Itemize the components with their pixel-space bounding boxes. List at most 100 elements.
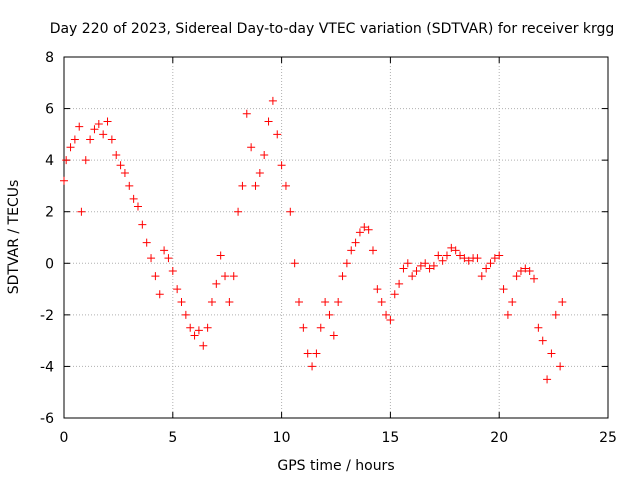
data-point xyxy=(538,336,547,345)
data-point xyxy=(456,251,465,260)
data-point xyxy=(512,272,521,281)
data-point xyxy=(103,117,112,126)
data-point xyxy=(234,207,243,216)
chart-title: Day 220 of 2023, Sidereal Day-to-day VTE… xyxy=(50,21,615,37)
y-tick-label: 0 xyxy=(45,256,54,272)
data-point xyxy=(438,256,447,265)
data-point xyxy=(203,323,212,332)
x-tick-label: 15 xyxy=(381,430,399,446)
data-point xyxy=(442,251,451,260)
data-point xyxy=(521,264,530,273)
data-point xyxy=(516,267,525,276)
data-point xyxy=(421,259,430,268)
data-point xyxy=(429,261,438,270)
data-point xyxy=(66,143,75,152)
data-point xyxy=(116,161,125,170)
data-point xyxy=(268,96,277,105)
data-point xyxy=(225,297,234,306)
data-point xyxy=(99,130,108,139)
data-point xyxy=(194,326,203,335)
data-point xyxy=(416,261,425,270)
data-point xyxy=(499,285,508,294)
data-point xyxy=(477,272,486,281)
data-point xyxy=(386,316,395,325)
data-point xyxy=(412,267,421,276)
data-point xyxy=(373,285,382,294)
data-point xyxy=(147,254,156,263)
data-point xyxy=(351,238,360,247)
data-point xyxy=(329,331,338,340)
data-point xyxy=(547,349,556,358)
data-point xyxy=(299,323,308,332)
y-tick-label: -6 xyxy=(40,411,54,427)
data-point xyxy=(94,120,103,129)
y-tick-labels: -6 -4 -2 0 2 4 6 8 xyxy=(40,50,54,427)
x-tick-label: 25 xyxy=(599,430,617,446)
data-point xyxy=(490,254,499,263)
data-point xyxy=(495,251,504,260)
data-point xyxy=(534,323,543,332)
y-tick-label: 6 xyxy=(45,102,54,118)
data-point xyxy=(460,254,469,263)
data-point xyxy=(451,246,460,255)
data-point xyxy=(558,297,567,306)
data-point xyxy=(216,251,225,260)
data-point xyxy=(290,259,299,268)
data-point xyxy=(303,349,312,358)
data-point xyxy=(125,181,134,190)
data-point xyxy=(212,279,221,288)
data-point xyxy=(173,285,182,294)
data-point xyxy=(543,375,552,384)
data-point xyxy=(342,259,351,268)
x-tick-label: 5 xyxy=(168,430,177,446)
data-point xyxy=(425,264,434,273)
data-point xyxy=(308,362,317,371)
data-point xyxy=(133,202,142,211)
data-point xyxy=(264,117,273,126)
data-point xyxy=(281,181,290,190)
data-point xyxy=(347,246,356,255)
data-point xyxy=(81,156,90,165)
data-point xyxy=(120,169,129,178)
data-point xyxy=(75,122,84,131)
data-point xyxy=(90,125,99,134)
data-point xyxy=(186,323,195,332)
data-point xyxy=(242,109,251,118)
data-point xyxy=(251,181,260,190)
y-tick-label: -2 xyxy=(40,308,54,324)
data-point xyxy=(168,267,177,276)
data-point xyxy=(551,310,560,319)
data-point xyxy=(321,297,330,306)
data-point xyxy=(229,272,238,281)
plot-frame xyxy=(63,56,609,419)
data-point xyxy=(151,272,160,281)
data-point xyxy=(295,297,304,306)
data-point xyxy=(260,150,269,159)
data-point xyxy=(86,135,95,144)
data-point xyxy=(482,264,491,273)
x-tick-label: 10 xyxy=(273,430,291,446)
data-point xyxy=(60,176,68,185)
data-point xyxy=(503,310,512,319)
data-point xyxy=(107,135,116,144)
data-point xyxy=(399,264,408,273)
data-point xyxy=(464,256,473,265)
data-point xyxy=(70,135,79,144)
data-points xyxy=(60,96,567,384)
y-tick-label: 2 xyxy=(45,205,54,221)
data-point xyxy=(112,150,121,159)
data-point xyxy=(408,272,417,281)
x-tick-labels: 0 5 10 15 20 25 xyxy=(60,430,617,446)
y-tick-label: 8 xyxy=(45,50,54,66)
data-point xyxy=(525,267,534,276)
data-point xyxy=(277,161,286,170)
data-point xyxy=(181,310,190,319)
data-point xyxy=(164,254,173,263)
data-point xyxy=(177,297,186,306)
data-point xyxy=(382,310,391,319)
data-point xyxy=(199,341,208,350)
data-point xyxy=(377,297,386,306)
data-point xyxy=(473,254,482,263)
data-point xyxy=(207,297,216,306)
